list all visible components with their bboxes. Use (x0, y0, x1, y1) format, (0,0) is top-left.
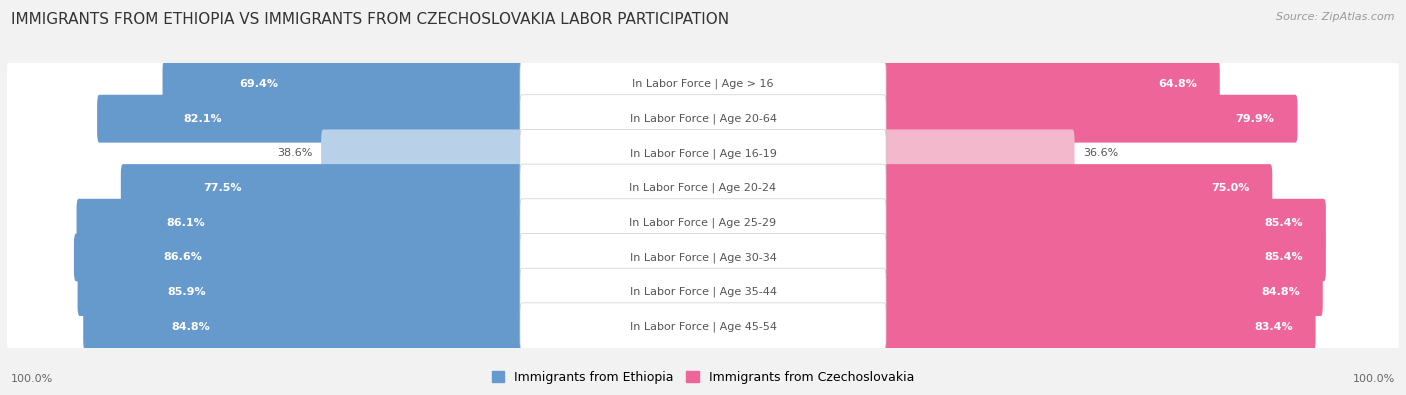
Text: 69.4%: 69.4% (239, 79, 278, 89)
FancyBboxPatch shape (163, 60, 524, 108)
FancyBboxPatch shape (520, 233, 886, 281)
FancyBboxPatch shape (7, 128, 1399, 179)
FancyBboxPatch shape (75, 233, 524, 281)
Text: 100.0%: 100.0% (11, 374, 53, 384)
Text: 85.4%: 85.4% (1264, 218, 1303, 228)
Text: 36.6%: 36.6% (1083, 149, 1118, 158)
Text: 77.5%: 77.5% (204, 183, 242, 193)
FancyBboxPatch shape (882, 199, 1326, 246)
FancyBboxPatch shape (7, 198, 1399, 248)
Text: 100.0%: 100.0% (1353, 374, 1395, 384)
FancyBboxPatch shape (882, 95, 1298, 143)
Text: 83.4%: 83.4% (1254, 322, 1292, 332)
Text: 38.6%: 38.6% (277, 149, 312, 158)
Text: 84.8%: 84.8% (1261, 287, 1299, 297)
FancyBboxPatch shape (7, 163, 1399, 213)
FancyBboxPatch shape (520, 303, 886, 351)
Text: In Labor Force | Age 25-29: In Labor Force | Age 25-29 (630, 218, 776, 228)
FancyBboxPatch shape (520, 164, 886, 212)
Legend: Immigrants from Ethiopia, Immigrants from Czechoslovakia: Immigrants from Ethiopia, Immigrants fro… (486, 366, 920, 389)
FancyBboxPatch shape (7, 232, 1399, 282)
FancyBboxPatch shape (520, 268, 886, 316)
Text: In Labor Force | Age 20-24: In Labor Force | Age 20-24 (630, 183, 776, 193)
FancyBboxPatch shape (7, 94, 1399, 144)
Text: 86.6%: 86.6% (165, 252, 202, 262)
FancyBboxPatch shape (520, 95, 886, 143)
FancyBboxPatch shape (77, 268, 524, 316)
Text: In Labor Force | Age 35-44: In Labor Force | Age 35-44 (630, 287, 776, 297)
Text: In Labor Force | Age 45-54: In Labor Force | Age 45-54 (630, 322, 776, 332)
Text: In Labor Force | Age 30-34: In Labor Force | Age 30-34 (630, 252, 776, 263)
FancyBboxPatch shape (97, 95, 524, 143)
FancyBboxPatch shape (76, 199, 524, 246)
Text: 75.0%: 75.0% (1211, 183, 1250, 193)
FancyBboxPatch shape (882, 268, 1323, 316)
Text: IMMIGRANTS FROM ETHIOPIA VS IMMIGRANTS FROM CZECHOSLOVAKIA LABOR PARTICIPATION: IMMIGRANTS FROM ETHIOPIA VS IMMIGRANTS F… (11, 12, 730, 27)
Text: 82.1%: 82.1% (184, 114, 222, 124)
FancyBboxPatch shape (882, 130, 1074, 177)
FancyBboxPatch shape (520, 130, 886, 177)
Text: In Labor Force | Age 16-19: In Labor Force | Age 16-19 (630, 148, 776, 159)
Text: In Labor Force | Age > 16: In Labor Force | Age > 16 (633, 79, 773, 89)
FancyBboxPatch shape (83, 303, 524, 351)
Text: In Labor Force | Age 20-64: In Labor Force | Age 20-64 (630, 113, 776, 124)
FancyBboxPatch shape (882, 233, 1326, 281)
FancyBboxPatch shape (882, 164, 1272, 212)
FancyBboxPatch shape (7, 302, 1399, 352)
FancyBboxPatch shape (7, 267, 1399, 317)
Text: Source: ZipAtlas.com: Source: ZipAtlas.com (1277, 12, 1395, 22)
FancyBboxPatch shape (321, 130, 524, 177)
Text: 64.8%: 64.8% (1159, 79, 1197, 89)
Text: 79.9%: 79.9% (1236, 114, 1275, 124)
FancyBboxPatch shape (882, 303, 1316, 351)
FancyBboxPatch shape (7, 59, 1399, 109)
Text: 85.4%: 85.4% (1264, 252, 1303, 262)
FancyBboxPatch shape (121, 164, 524, 212)
Text: 86.1%: 86.1% (166, 218, 205, 228)
FancyBboxPatch shape (882, 60, 1220, 108)
FancyBboxPatch shape (520, 199, 886, 246)
FancyBboxPatch shape (520, 60, 886, 108)
Text: 85.9%: 85.9% (167, 287, 205, 297)
Text: 84.8%: 84.8% (172, 322, 211, 332)
